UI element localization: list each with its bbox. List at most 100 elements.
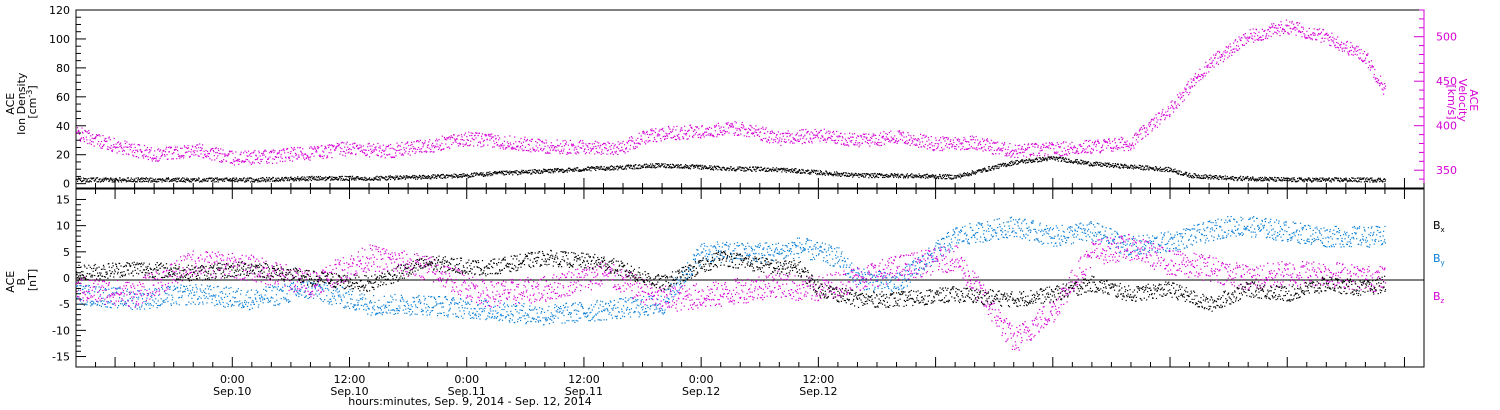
data-point xyxy=(877,173,879,175)
data-point xyxy=(950,143,952,145)
data-point xyxy=(573,149,575,151)
data-point xyxy=(1256,29,1258,31)
data-point xyxy=(1338,47,1340,49)
data-point xyxy=(1121,146,1123,148)
data-point xyxy=(438,176,441,178)
data-point xyxy=(347,176,349,178)
data-point xyxy=(527,172,529,174)
data-point xyxy=(989,169,991,171)
data-point xyxy=(1333,42,1335,44)
data-point xyxy=(271,150,273,152)
data-point xyxy=(456,175,458,178)
data-point xyxy=(531,138,533,140)
data-point xyxy=(856,137,858,139)
data-point xyxy=(711,168,713,171)
data-point xyxy=(315,176,317,178)
data-point xyxy=(1230,46,1232,48)
data-point xyxy=(360,147,362,149)
data-point xyxy=(503,174,505,176)
data-point xyxy=(181,178,183,180)
data-point xyxy=(387,146,389,148)
data-point xyxy=(510,144,512,146)
data-point xyxy=(372,151,374,154)
data-point xyxy=(753,135,756,137)
data-point xyxy=(82,180,84,182)
data-point xyxy=(1228,55,1230,57)
data-point xyxy=(697,164,699,167)
data-point xyxy=(933,175,935,177)
data-point xyxy=(1038,157,1040,159)
data-point xyxy=(377,155,379,157)
data-point xyxy=(158,180,160,183)
data-point xyxy=(157,178,159,180)
data-point xyxy=(163,179,165,181)
data-point xyxy=(598,166,600,168)
data-point xyxy=(743,168,745,170)
data-point xyxy=(870,136,872,139)
data-point xyxy=(261,158,263,160)
data-point xyxy=(394,177,397,179)
data-point xyxy=(980,169,982,171)
data-point xyxy=(571,169,573,171)
data-point xyxy=(775,169,777,171)
data-point xyxy=(1091,141,1094,143)
data-point xyxy=(140,149,142,151)
data-point xyxy=(575,153,577,155)
data-point xyxy=(330,149,332,151)
data-point xyxy=(876,143,878,145)
data-point xyxy=(340,179,342,181)
data-point xyxy=(1268,26,1270,28)
data-point xyxy=(188,156,190,158)
data-point xyxy=(213,178,215,180)
data-point xyxy=(176,146,178,148)
data-point xyxy=(335,176,337,178)
data-point xyxy=(1002,147,1004,149)
data-point xyxy=(493,172,495,174)
data-point xyxy=(942,138,945,140)
data-point xyxy=(125,153,127,155)
data-point xyxy=(1222,61,1224,63)
data-point xyxy=(1353,51,1355,53)
data-point xyxy=(773,169,776,171)
data-point xyxy=(448,146,450,148)
data-point xyxy=(606,150,609,152)
data-point xyxy=(985,139,988,141)
data-point xyxy=(248,154,251,156)
data-point xyxy=(976,147,978,149)
data-point xyxy=(1296,28,1298,30)
data-point xyxy=(97,143,99,145)
data-point xyxy=(1291,20,1293,22)
data-point xyxy=(1005,152,1007,154)
data-point xyxy=(149,177,151,179)
data-point xyxy=(983,168,985,170)
data-point xyxy=(380,152,382,154)
data-point xyxy=(631,137,633,139)
data-point xyxy=(1229,52,1231,54)
data-point xyxy=(594,153,596,155)
data-point xyxy=(113,137,115,139)
data-point xyxy=(1172,106,1174,108)
data-point xyxy=(1129,143,1131,145)
data-point xyxy=(1027,161,1030,163)
data-point xyxy=(577,145,579,147)
data-point xyxy=(640,167,642,169)
data-point xyxy=(389,176,391,178)
data-point xyxy=(355,179,357,181)
data-point xyxy=(1095,146,1097,148)
data-point xyxy=(934,149,936,151)
data-point xyxy=(1031,159,1033,161)
data-point xyxy=(1262,35,1264,37)
data-point xyxy=(612,142,614,145)
data-point xyxy=(495,171,497,173)
data-point xyxy=(575,169,577,172)
data-point xyxy=(1331,32,1333,34)
data-point xyxy=(453,176,455,178)
data-point xyxy=(512,147,514,149)
data-point xyxy=(307,179,309,181)
data-point xyxy=(1329,36,1331,38)
data-point xyxy=(1283,29,1285,31)
data-point xyxy=(203,150,205,152)
data-point xyxy=(1365,54,1368,56)
data-point xyxy=(668,127,670,129)
data-point xyxy=(1115,147,1117,149)
